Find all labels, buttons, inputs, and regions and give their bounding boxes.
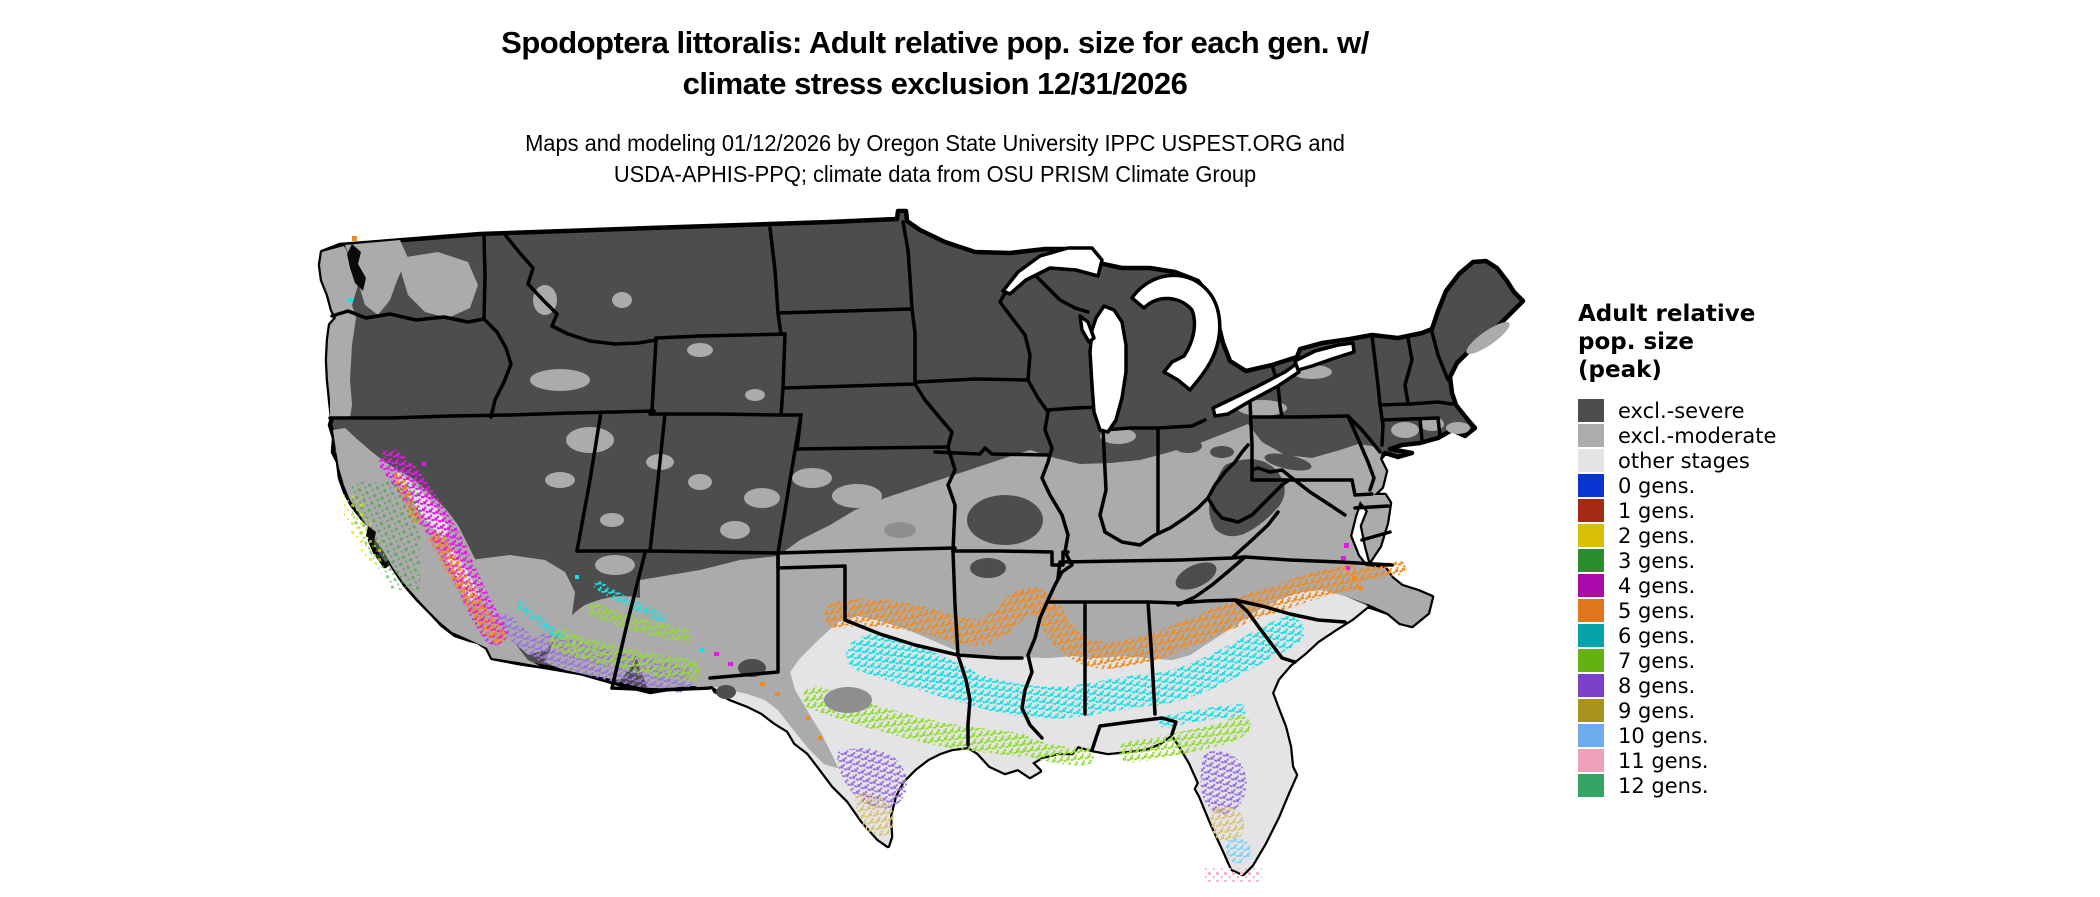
great-lakes: [347, 244, 1356, 542]
legend-item-label: 6 gens.: [1618, 623, 1696, 648]
legend-swatch: [1578, 399, 1604, 422]
legend-item-label: 5 gens.: [1618, 598, 1696, 623]
legend-item-label: 0 gens.: [1618, 473, 1696, 498]
legend-swatch: [1578, 524, 1604, 547]
sf-bay: [366, 526, 376, 542]
legend-swatch: [1578, 674, 1604, 697]
legend-swatch: [1578, 424, 1604, 447]
legend-swatch: [1578, 699, 1604, 722]
legend-swatch: [1578, 499, 1604, 522]
legend-item: 3 gens.: [1578, 548, 1908, 573]
legend-item-label: 7 gens.: [1618, 648, 1696, 673]
generation-bands: [344, 236, 1407, 882]
legend-item: 12 gens.: [1578, 773, 1908, 798]
legend-item: 1 gens.: [1578, 498, 1908, 523]
legend-item: 6 gens.: [1578, 623, 1908, 648]
lake-erie: [1211, 362, 1301, 418]
legend-swatch: [1578, 599, 1604, 622]
lake-ontario: [1293, 341, 1356, 372]
legend-swatch: [1578, 649, 1604, 672]
legend-item: 2 gens.: [1578, 523, 1908, 548]
legend-item-label: 8 gens.: [1618, 673, 1696, 698]
legend-swatch: [1578, 774, 1604, 797]
legend-item-label: excl.-moderate: [1618, 423, 1777, 448]
legend-item-label: 2 gens.: [1618, 523, 1696, 548]
legend-item: excl.-severe: [1578, 398, 1908, 423]
legend-item-label: 10 gens.: [1618, 723, 1709, 748]
map-title-line1: Spodoptera littoralis: Adult relative po…: [501, 25, 1369, 60]
legend-item-label: other stages: [1618, 448, 1750, 473]
state-borders: [328, 220, 1454, 752]
legend-item: 7 gens.: [1578, 648, 1908, 673]
legend-swatch: [1578, 574, 1604, 597]
map-subtitle-line2: USDA-APHIS-PPQ; climate data from OSU PR…: [613, 161, 1257, 187]
legend-title: Adult relative pop. size (peak): [1578, 300, 1908, 384]
legend: Adult relative pop. size (peak) excl.-se…: [1578, 300, 1908, 798]
legend-item: 0 gens.: [1578, 473, 1908, 498]
legend-swatch: [1578, 624, 1604, 647]
legend-swatch: [1578, 724, 1604, 747]
legend-item: 8 gens.: [1578, 673, 1908, 698]
legend-swatch: [1578, 549, 1604, 572]
lake-huron: [1130, 273, 1222, 392]
legend-item-label: 4 gens.: [1618, 573, 1696, 598]
map-subtitle-line1: Maps and modeling 01/12/2026 by Oregon S…: [525, 130, 1345, 156]
green-bay: [1078, 314, 1096, 344]
legend-title-line2: pop. size: [1578, 329, 1695, 355]
lake-superior: [1001, 246, 1104, 296]
legend-item-label: 12 gens.: [1618, 773, 1709, 798]
legend-item: 4 gens.: [1578, 573, 1908, 598]
legend-item: 9 gens.: [1578, 698, 1908, 723]
legend-title-line1: Adult relative: [1578, 301, 1756, 327]
legend-item-label: excl.-severe: [1618, 398, 1745, 423]
legend-item: 10 gens.: [1578, 723, 1908, 748]
legend-item-label: 9 gens.: [1618, 698, 1696, 723]
legend-item: 5 gens.: [1578, 598, 1908, 623]
subtitle-block: Maps and modeling 01/12/2026 by Oregon S…: [360, 128, 1510, 190]
title-block: Spodoptera littoralis: Adult relative po…: [330, 22, 1540, 104]
legend-item: 11 gens.: [1578, 748, 1908, 773]
legend-title-line3: (peak): [1578, 357, 1662, 383]
legend-swatch: [1578, 449, 1604, 472]
legend-items: excl.-severe excl.-moderate other stages…: [1578, 398, 1908, 798]
puget-sound: [347, 244, 366, 291]
legend-swatch: [1578, 749, 1604, 772]
legend-item: other stages: [1578, 448, 1908, 473]
legend-item-label: 3 gens.: [1618, 548, 1696, 573]
legend-item-label: 1 gens.: [1618, 498, 1696, 523]
legend-item-label: 11 gens.: [1618, 748, 1709, 773]
lake-michigan: [1088, 304, 1128, 434]
map-title-line2: climate stress exclusion 12/31/2026: [682, 66, 1188, 101]
legend-swatch: [1578, 474, 1604, 497]
legend-item: excl.-moderate: [1578, 423, 1908, 448]
